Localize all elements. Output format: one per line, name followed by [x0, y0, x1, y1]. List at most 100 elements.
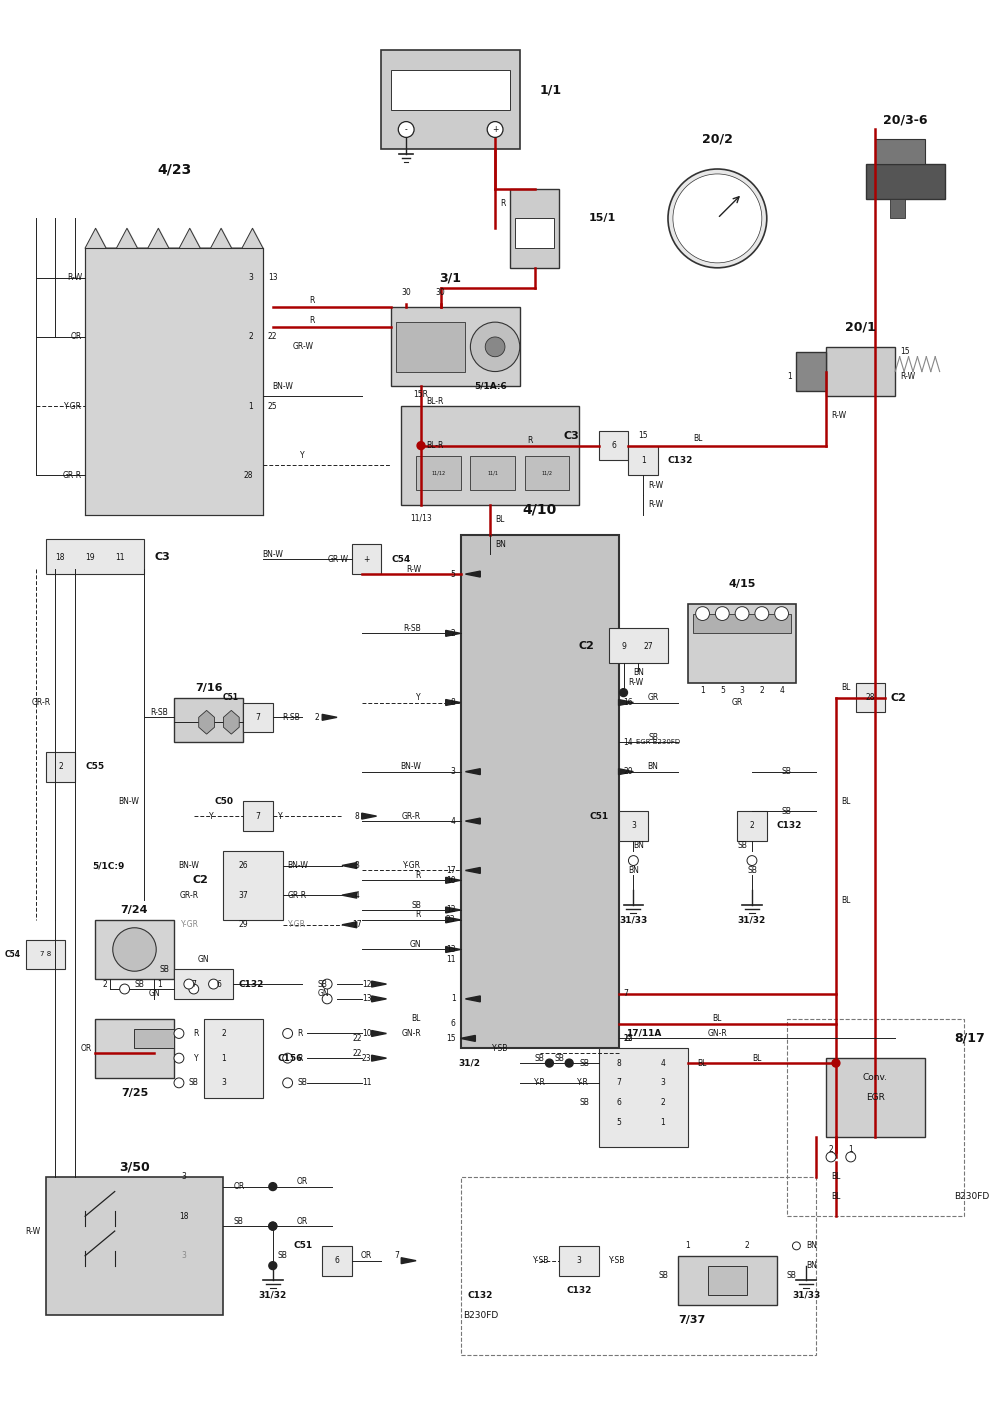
Text: 7/37: 7/37	[678, 1315, 705, 1325]
Text: C132: C132	[668, 457, 693, 465]
Text: 18: 18	[56, 552, 65, 562]
Circle shape	[755, 607, 769, 621]
Text: 2: 2	[58, 763, 63, 771]
Text: SB: SB	[579, 1099, 589, 1107]
FancyBboxPatch shape	[322, 1246, 352, 1276]
Text: Y-GR: Y-GR	[181, 920, 199, 929]
Text: 17/11A: 17/11A	[626, 1028, 661, 1038]
FancyBboxPatch shape	[174, 697, 243, 742]
Text: 8/17: 8/17	[954, 1031, 985, 1045]
Text: 7: 7	[256, 812, 260, 821]
Circle shape	[715, 607, 729, 621]
Text: 12: 12	[362, 979, 371, 989]
Text: 15: 15	[446, 1034, 456, 1043]
Text: 17: 17	[446, 865, 456, 875]
Text: C51: C51	[222, 693, 238, 702]
Text: 9: 9	[621, 642, 626, 651]
Polygon shape	[199, 711, 215, 735]
Text: 11/12: 11/12	[431, 471, 445, 476]
Text: BN: BN	[806, 1262, 817, 1270]
Text: BN: BN	[495, 540, 506, 549]
FancyBboxPatch shape	[890, 198, 905, 218]
Text: 11/13: 11/13	[410, 513, 432, 523]
FancyBboxPatch shape	[46, 540, 144, 575]
Text: SB: SB	[658, 1272, 668, 1280]
Text: OR: OR	[297, 1217, 308, 1225]
Circle shape	[209, 979, 218, 989]
Text: 7/16: 7/16	[195, 683, 222, 693]
Text: 2: 2	[661, 1099, 665, 1107]
Text: R-W: R-W	[26, 1227, 41, 1235]
Text: Y: Y	[194, 1054, 199, 1062]
Text: OR: OR	[361, 1252, 372, 1260]
Text: BL-R: BL-R	[426, 396, 443, 406]
Text: 1: 1	[248, 402, 253, 410]
Text: 8: 8	[451, 698, 456, 707]
FancyBboxPatch shape	[678, 1256, 777, 1305]
Circle shape	[485, 337, 505, 357]
Text: 13: 13	[268, 273, 277, 282]
Text: BL: BL	[841, 797, 850, 806]
Text: 15: 15	[624, 1034, 633, 1043]
Text: BL-R: BL-R	[426, 441, 443, 450]
Text: 1: 1	[157, 979, 162, 989]
FancyBboxPatch shape	[416, 455, 461, 490]
Circle shape	[322, 993, 332, 1003]
Text: Y-R: Y-R	[534, 1079, 545, 1087]
Text: C51: C51	[590, 812, 609, 821]
Text: C50: C50	[214, 797, 233, 806]
Circle shape	[398, 122, 414, 138]
Text: EGR B230FD: EGR B230FD	[636, 739, 680, 745]
Text: 11: 11	[115, 552, 124, 562]
Text: BL: BL	[698, 1058, 707, 1068]
Text: EGR: EGR	[866, 1093, 885, 1102]
Text: R: R	[310, 316, 315, 325]
Text: 7: 7	[256, 712, 260, 722]
FancyBboxPatch shape	[401, 406, 579, 504]
Text: 29: 29	[238, 920, 248, 929]
Text: Y-SB: Y-SB	[492, 1044, 508, 1052]
Text: Y: Y	[209, 812, 214, 821]
Text: 22: 22	[268, 333, 277, 341]
Text: C132: C132	[566, 1286, 592, 1295]
Polygon shape	[446, 877, 461, 884]
Text: 18: 18	[179, 1211, 189, 1221]
Text: BL: BL	[412, 1014, 421, 1023]
Text: BL: BL	[841, 895, 850, 905]
Circle shape	[174, 1028, 184, 1038]
Text: 2: 2	[248, 333, 253, 341]
Text: C132: C132	[468, 1291, 493, 1300]
Text: 1: 1	[221, 1054, 226, 1062]
Text: B230FD: B230FD	[463, 1311, 498, 1319]
Polygon shape	[465, 867, 480, 874]
Circle shape	[417, 441, 425, 450]
Text: BN: BN	[628, 865, 639, 875]
Text: 25: 25	[268, 402, 277, 410]
FancyBboxPatch shape	[609, 628, 668, 663]
Text: SB: SB	[317, 979, 327, 989]
Circle shape	[269, 1262, 277, 1270]
Text: GR-W: GR-W	[293, 343, 314, 351]
FancyBboxPatch shape	[223, 850, 283, 920]
Text: BL: BL	[841, 683, 851, 693]
Text: Y-R: Y-R	[577, 1079, 589, 1087]
Text: SB: SB	[648, 732, 658, 742]
Text: 5/1C:9: 5/1C:9	[92, 861, 125, 870]
Text: 23: 23	[362, 1054, 371, 1062]
Text: 2: 2	[221, 1028, 226, 1038]
Text: 6: 6	[451, 1019, 456, 1028]
Text: 31/33: 31/33	[792, 1291, 820, 1300]
Text: 28: 28	[866, 693, 875, 702]
Text: 14: 14	[624, 738, 633, 746]
Text: BL: BL	[831, 1191, 841, 1201]
Text: SB: SB	[535, 1054, 544, 1062]
Text: 6: 6	[611, 441, 616, 450]
Text: R-W: R-W	[67, 273, 82, 282]
Text: BL: BL	[693, 434, 702, 443]
Text: 7/24: 7/24	[121, 905, 148, 915]
Circle shape	[283, 1028, 293, 1038]
Circle shape	[174, 1078, 184, 1087]
Polygon shape	[446, 700, 461, 705]
Text: BN-W: BN-W	[119, 797, 139, 806]
Text: C2: C2	[890, 693, 906, 702]
